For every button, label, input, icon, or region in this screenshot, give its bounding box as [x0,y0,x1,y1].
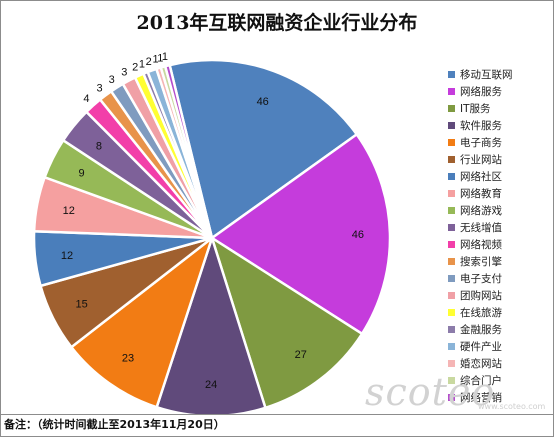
legend-item: 搜索引擎 [448,254,548,271]
legend-item: 网络视频 [448,237,548,254]
legend-label: 婚恋网站 [460,358,502,370]
legend-label: 综合门户 [460,375,502,387]
pie-slice [163,63,214,239]
legend-item: 网络服务 [448,84,548,101]
pie-value-label: 12 [63,205,75,217]
legend-swatch [448,156,455,163]
legend-swatch [448,173,455,180]
pie-value-label: 3 [121,67,127,79]
legend-label: 行业网站 [460,154,502,166]
legend-swatch [448,326,455,333]
legend-swatch [448,241,455,248]
legend-swatch [448,292,455,299]
legend-item: 网络社区 [448,169,548,186]
legend-item: 网络游戏 [448,203,548,220]
legend-swatch [448,105,455,112]
footnote: 备注：（统计时间截止至2013年11月20日） [0,414,554,436]
pie-slice [155,233,267,418]
pie-value-label: 1 [157,52,163,64]
pie-slice [69,234,215,409]
pie-value-label: 4 [83,93,89,105]
legend-label: 网络教育 [460,188,502,200]
pie-value-label: 2 [146,56,152,68]
pie-value-label: 46 [352,229,364,241]
legend-swatch [448,258,455,265]
pie-value-label: 1 [153,54,159,66]
legend-label: 团购网站 [460,290,502,302]
legend-item: 在线旅游 [448,305,548,322]
legend-swatch [448,343,455,350]
pie-value-label: 12 [61,250,73,262]
legend-item: 婚恋网站 [448,356,548,373]
legend-item: IT服务 [448,101,548,118]
legend-label: 网络服务 [460,86,502,98]
legend-swatch [448,275,455,282]
pie-value-label: 2 [132,61,138,73]
legend-label: 网络营销 [460,392,502,404]
legend-label: 软件服务 [460,120,502,132]
legend-label: 移动互联网 [460,69,513,81]
legend: 移动互联网网络服务 IT服务软件服务电子商务行业网站网络社区网络教育网络游戏无线增… [448,67,548,407]
legend-item: 网络营销 [448,390,548,407]
pie-value-label: 9 [78,168,84,180]
legend-label: 在线旅游 [460,307,502,319]
pie-slice [209,132,392,336]
legend-label: 网络游戏 [460,205,502,217]
legend-label: 无线增值 [460,222,502,234]
legend-swatch [448,377,455,384]
legend-label: 搜索引擎 [460,256,502,268]
pie-value-label: 46 [257,96,269,108]
legend-label: IT服务 [460,103,491,115]
watermark-url: www.scoteo.com [478,402,546,411]
legend-swatch [448,71,455,78]
legend-swatch [448,190,455,197]
pie-value-label: 23 [122,352,134,364]
legend-item: 团购网站 [448,288,548,305]
legend-item: 移动互联网 [448,67,548,84]
pie-value-label: 1 [139,59,145,71]
pie-slice [209,235,364,410]
legend-label: 电子商务 [460,137,502,149]
legend-swatch [448,224,455,231]
pie-value-label: 3 [109,74,115,86]
legend-item: 综合门户 [448,373,548,390]
legend-item: 软件服务 [448,118,548,135]
pie-value-label: 1 [162,51,168,63]
legend-swatch [448,360,455,367]
legend-swatch [448,207,455,214]
legend-swatch [448,394,455,401]
legend-swatch [448,122,455,129]
legend-item: 电子支付 [448,271,548,288]
pie-value-label: 27 [295,349,307,361]
legend-item: 金融服务 [448,322,548,339]
legend-swatch [448,139,455,146]
legend-item: 硬件产业 [448,339,548,356]
legend-label: 电子支付 [460,273,502,285]
legend-item: 行业网站 [448,152,548,169]
pie-value-label: 3 [97,82,103,94]
pie-value-label: 24 [205,379,217,391]
pie-slice [168,58,359,241]
legend-label: 网络视频 [460,239,502,251]
legend-label: 金融服务 [460,324,502,336]
legend-item: 无线增值 [448,220,548,237]
chart-title: 2013年互联网融资企业行业分布 [136,12,418,34]
pie-value-label: 8 [96,141,102,153]
legend-swatch [448,88,455,95]
pie-value-label: 15 [75,299,87,311]
watermark-logo: scoteo [365,370,496,414]
legend-swatch [448,309,455,316]
legend-item: 电子商务 [448,135,548,152]
legend-label: 网络社区 [460,171,502,183]
legend-label: 硬件产业 [460,341,502,353]
legend-item: 网络教育 [448,186,548,203]
